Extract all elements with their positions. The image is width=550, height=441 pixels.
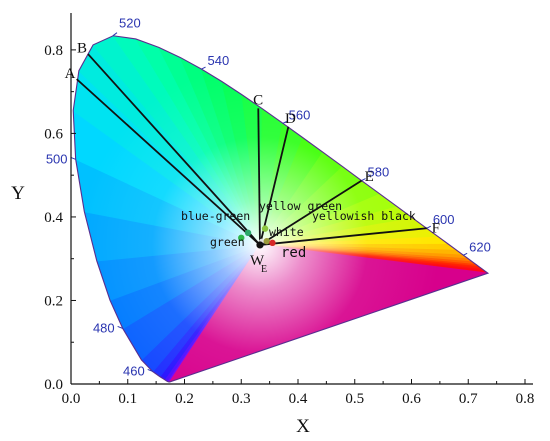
- y-tick-label: 0.8: [44, 43, 63, 59]
- y-tick-label: 0.2: [44, 293, 63, 309]
- line-d: [259, 126, 290, 246]
- line-e: [259, 179, 363, 246]
- y-tick-label: 0.4: [44, 210, 63, 226]
- wavelength-label: 500: [46, 151, 68, 166]
- line-label-f: F: [432, 220, 440, 236]
- line-label-e: E: [365, 169, 374, 185]
- wavelength-label: 540: [208, 53, 230, 68]
- white-glow: [73, 35, 488, 382]
- line-label-a: A: [65, 66, 76, 82]
- point-blue-green: [244, 229, 252, 237]
- line-label-b: B: [77, 40, 87, 56]
- wavelength-tick: [462, 252, 468, 256]
- point-yellowish-black: [263, 237, 270, 245]
- y-axis-title: Y: [11, 183, 25, 204]
- wavelength-tick: [147, 369, 153, 372]
- point-yellow-green: [261, 225, 269, 232]
- wavelength-tick: [201, 66, 206, 70]
- line-a: [76, 78, 261, 246]
- wavelength-tick: [117, 325, 123, 329]
- x-tick-label: 0.8: [516, 391, 535, 407]
- x-tick-label: 0.3: [232, 391, 251, 407]
- line-label-d: D: [285, 111, 296, 127]
- white-point-marker: [256, 241, 264, 249]
- wavelength-tick: [426, 225, 432, 229]
- x-tick-label: 0.2: [175, 391, 194, 407]
- line-label-c: C: [253, 92, 263, 108]
- point-green: [238, 234, 245, 242]
- wavelength-label: 460: [123, 363, 145, 378]
- y-tick-label: 0.6: [44, 126, 63, 142]
- wavelength-label: 520: [119, 16, 141, 31]
- white-point-label: W: [250, 253, 265, 269]
- label-yellowish-black: yellowish black: [312, 209, 416, 223]
- label-green: green: [210, 235, 245, 249]
- line-c: [257, 108, 261, 245]
- spectral-locus-outline: [72, 35, 490, 383]
- chart-labels: X Y blue-green yellow green white yellow…: [11, 183, 416, 437]
- wavelength-label: 580: [368, 165, 390, 180]
- point-red: [269, 239, 276, 247]
- sample-points: [238, 225, 276, 249]
- wavelength-tick: [361, 178, 366, 182]
- x-tick-label: 0.1: [118, 391, 137, 407]
- y-tick-label: 0.0: [44, 377, 63, 393]
- x-axis-title: X: [296, 416, 310, 437]
- x-tick-label: 0.7: [459, 391, 478, 407]
- wavelength-label: 620: [469, 239, 491, 254]
- line-f: [259, 227, 427, 246]
- label-red: red: [281, 245, 306, 261]
- dominant-wavelength-lines: AB C D E F: [65, 40, 440, 246]
- axes: 0.0 0.1 0.2 0.3 0.4 0.5 0.6 0.7 0.8 0.0 0.2 0.4 0.6 0…: [44, 13, 534, 407]
- wavelength-label: 480: [93, 320, 115, 335]
- label-white: white: [269, 225, 304, 239]
- label-yellow-green: yellow green: [259, 199, 342, 213]
- x-tick-label: 0.5: [345, 391, 364, 407]
- wavelength-label: 560: [289, 107, 311, 122]
- x-tick-label: 0.4: [289, 391, 308, 407]
- wavelength-tick: [282, 120, 287, 124]
- x-tick-label: 0.6: [402, 391, 421, 407]
- white-point-subscript: E: [261, 264, 267, 275]
- line-b: [87, 53, 261, 246]
- gamut-fill: 460 480 500 520 540 560 580 600 620: [46, 16, 491, 383]
- label-blue-green: blue-green: [181, 209, 250, 223]
- x-tick-label: 0.0: [62, 391, 81, 407]
- wavelength-tick: [112, 32, 118, 37]
- wavelength-label: 600: [433, 212, 455, 227]
